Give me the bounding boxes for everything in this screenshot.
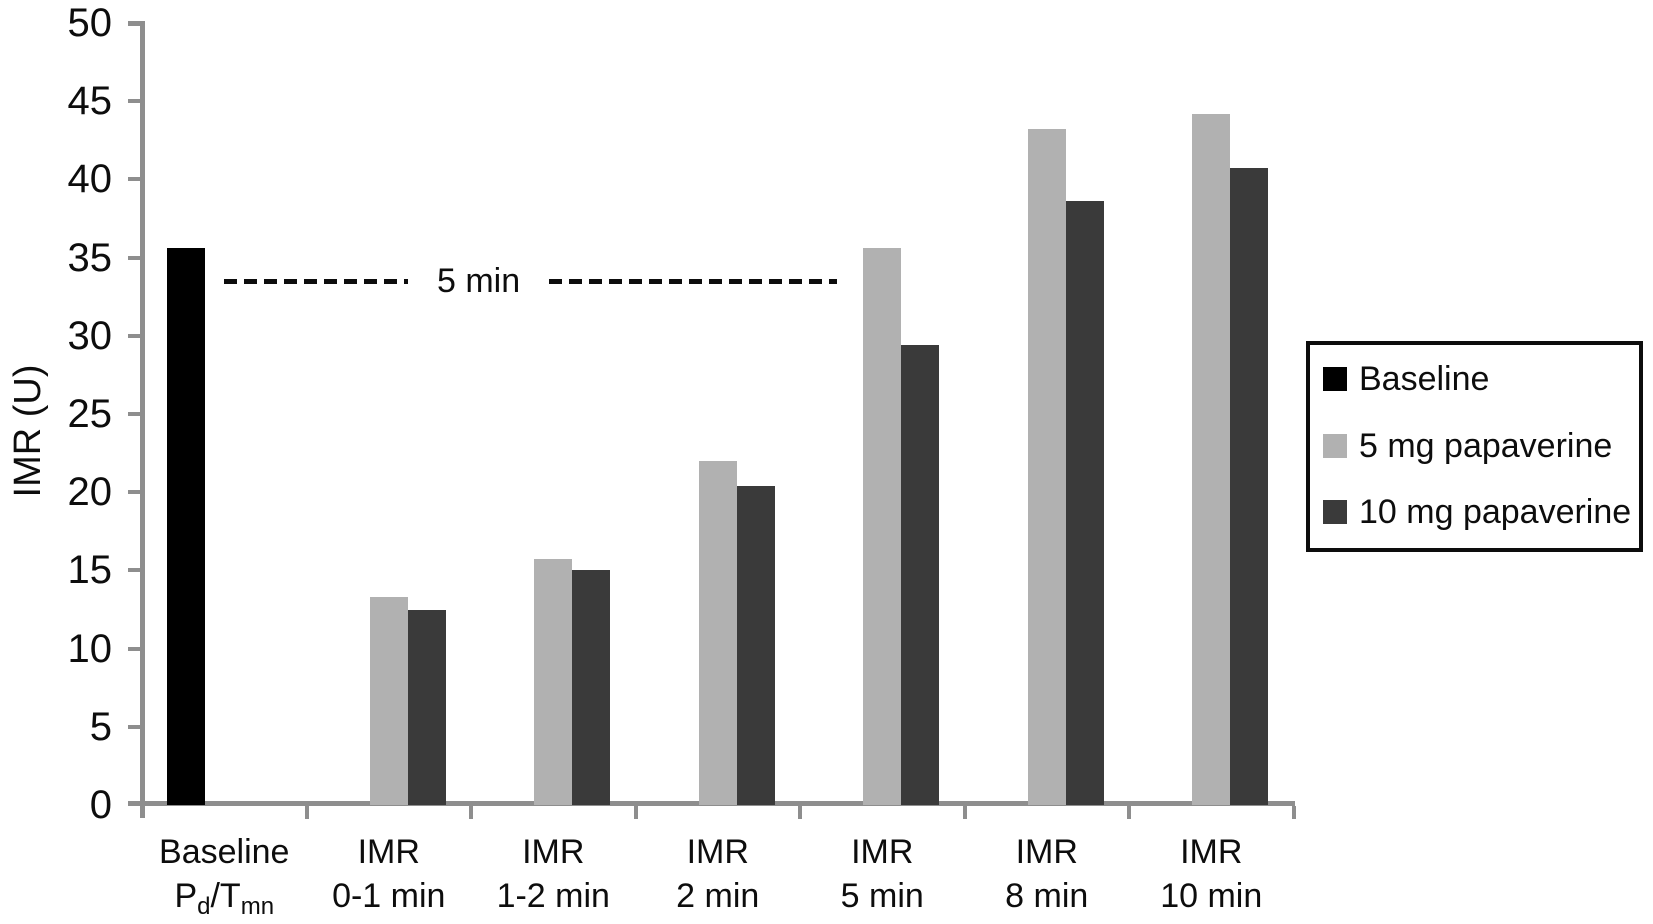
y-tick-label-0: 0 <box>89 783 112 827</box>
y-axis-line <box>140 21 145 818</box>
y-tick-label-20: 20 <box>67 470 113 515</box>
annotation-5min: 5 min <box>224 261 837 301</box>
bar-5-mg-papaverine-cat5 <box>1027 129 1066 805</box>
x-axis-tick-4 <box>798 806 802 819</box>
x-axis-tick-3 <box>633 806 638 819</box>
x-axis-label-2: IMR 1-2 min <box>496 833 610 915</box>
x-axis-label-6: IMR 10 min <box>1160 833 1263 915</box>
legend: Baseline 5 mg papaverine 10 mg papaverin… <box>1306 341 1643 552</box>
legend-label-baseline: Baseline <box>1359 360 1490 398</box>
x-axis-tick-7 <box>1291 806 1296 819</box>
x-axis-tick-6 <box>1127 806 1131 819</box>
bar-10-mg-papaverine-cat4 <box>901 345 939 805</box>
legend-item-5mg-papaverine: 5 mg papaverine <box>1323 426 1631 466</box>
y-tick-40 <box>128 177 142 182</box>
y-tick-5 <box>128 724 142 729</box>
legend-label-10mg-papaverine: 10 mg papaverine <box>1359 493 1632 531</box>
bar-10-mg-papaverine-cat6 <box>1230 168 1268 805</box>
legend-swatch-baseline <box>1323 367 1347 391</box>
x-axis-label-1: IMR 0-1 min <box>332 833 446 915</box>
x-axis-label-0: Baseline Pd/Tmn <box>159 833 290 920</box>
x-axis-label-4: IMR 5 min <box>840 833 924 915</box>
annotation-dash-left <box>224 278 408 284</box>
bar-5-mg-papaverine-cat3 <box>698 460 737 805</box>
bar-baseline-cat0 <box>167 248 205 805</box>
legend-item-baseline: Baseline <box>1323 359 1631 399</box>
x-axis-tick-2 <box>469 806 473 819</box>
y-tick-label-10: 10 <box>67 626 113 671</box>
bar-10-mg-papaverine-cat2 <box>572 570 610 805</box>
x-axis-tick-1 <box>304 806 309 819</box>
bar-10-mg-papaverine-cat5 <box>1065 201 1104 805</box>
y-tick-50 <box>128 21 142 25</box>
bar-5-mg-papaverine-cat4 <box>863 248 901 805</box>
legend-swatch-10mg-papaverine <box>1323 500 1347 524</box>
x-axis-tick-5 <box>962 806 967 819</box>
bar-5-mg-papaverine-cat1 <box>369 596 408 805</box>
annotation-5min-label: 5 min <box>437 261 521 300</box>
y-tick-15 <box>128 568 142 573</box>
bar-5-mg-papaverine-cat6 <box>1192 113 1230 805</box>
y-tick-35 <box>128 255 142 260</box>
y-tick-label-5: 5 <box>89 704 112 749</box>
y-tick-label-15: 15 <box>67 548 113 593</box>
y-tick-30 <box>128 333 142 338</box>
y-tick-label-30: 30 <box>67 313 113 358</box>
x-axis-label-3: IMR 2 min <box>676 833 760 915</box>
bar-10-mg-papaverine-cat1 <box>407 609 446 805</box>
y-tick-10 <box>128 646 142 651</box>
y-tick-label-50: 50 <box>67 1 113 45</box>
bar-10-mg-papaverine-cat3 <box>736 485 775 805</box>
legend-item-10mg-papaverine: 10 mg papaverine <box>1323 492 1631 532</box>
y-tick-20 <box>128 490 142 495</box>
annotation-dash-right <box>549 278 837 284</box>
bar-5-mg-papaverine-cat2 <box>534 559 572 805</box>
y-tick-label-25: 25 <box>67 392 113 436</box>
y-tick-label-35: 35 <box>67 235 113 280</box>
y-tick-45 <box>128 99 142 104</box>
x-axis-label-5: IMR 8 min <box>1005 833 1089 915</box>
y-tick-label-40: 40 <box>67 157 113 202</box>
y-tick-label-45: 45 <box>67 79 113 124</box>
legend-label-5mg-papaverine: 5 mg papaverine <box>1359 426 1613 465</box>
legend-swatch-5mg-papaverine <box>1323 433 1347 458</box>
y-tick-25 <box>128 412 142 416</box>
